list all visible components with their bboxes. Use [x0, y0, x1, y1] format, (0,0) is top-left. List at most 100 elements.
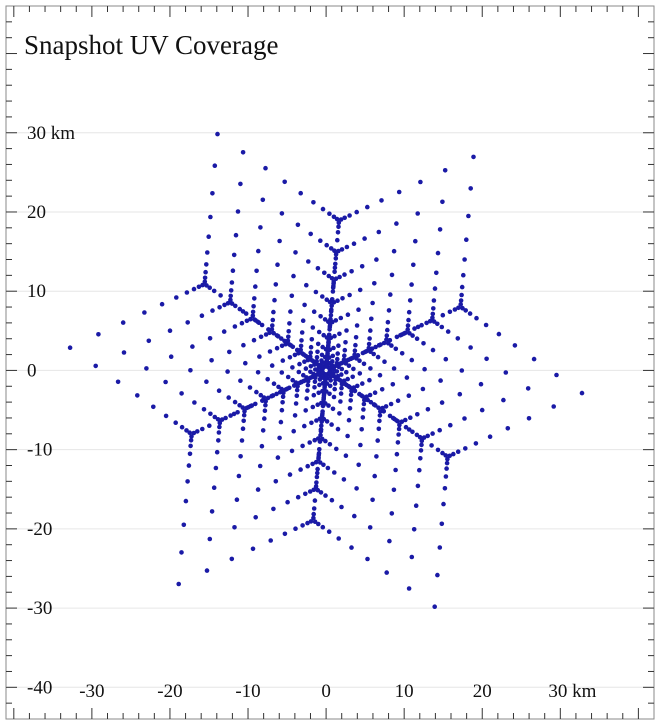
uv-point — [96, 332, 101, 337]
uv-point — [439, 521, 445, 527]
uv-point — [318, 427, 324, 432]
uv-point — [415, 483, 421, 489]
uv-point — [337, 331, 342, 337]
uv-point — [307, 356, 313, 362]
uv-point — [242, 409, 247, 414]
uv-point — [384, 333, 390, 338]
uv-point — [207, 423, 212, 429]
uv-point — [226, 395, 231, 400]
uv-point — [432, 604, 438, 609]
uv-point — [387, 338, 393, 343]
uv-point — [315, 266, 321, 271]
uv-point — [328, 378, 334, 383]
uv-point — [335, 426, 341, 432]
uv-point — [479, 407, 485, 413]
uv-point — [223, 415, 228, 421]
uv-point — [279, 211, 285, 216]
uv-point — [308, 350, 314, 356]
uv-point — [299, 338, 304, 343]
uv-point — [444, 460, 450, 466]
uv-point — [287, 472, 293, 477]
uv-point — [231, 411, 237, 417]
uv-point — [349, 386, 355, 391]
uv-point — [512, 343, 518, 348]
uv-point — [381, 340, 387, 346]
uv-point — [241, 418, 246, 424]
uv-point — [361, 407, 366, 412]
uv-point — [184, 290, 190, 295]
uv-point — [238, 181, 243, 187]
uv-point — [343, 381, 348, 387]
uv-point — [391, 487, 397, 493]
uv-point — [311, 392, 317, 398]
uv-point — [319, 358, 324, 363]
uv-point — [401, 331, 407, 336]
uv-point — [345, 312, 351, 318]
uv-point — [367, 392, 373, 398]
uv-point — [463, 446, 468, 451]
uv-point — [321, 332, 327, 338]
uv-point — [417, 467, 422, 473]
uv-point — [451, 451, 456, 457]
uv-point — [271, 381, 277, 387]
uv-point — [240, 405, 246, 410]
uv-point — [338, 391, 344, 396]
uv-point — [318, 238, 323, 243]
uv-point — [359, 393, 364, 398]
uv-point — [228, 413, 233, 418]
uv-point — [304, 354, 310, 360]
uv-point — [373, 344, 378, 350]
uv-point — [331, 394, 337, 400]
uv-point — [282, 338, 287, 344]
uv-point — [437, 545, 443, 550]
uv-point — [525, 386, 531, 391]
uv-point — [305, 520, 310, 526]
uv-point — [163, 413, 169, 419]
uv-point — [286, 334, 291, 340]
uv-point — [391, 248, 397, 254]
uv-point — [298, 343, 304, 349]
uv-point — [329, 276, 335, 281]
uv-point — [275, 455, 281, 460]
uv-point — [316, 390, 322, 396]
uv-point — [291, 428, 297, 434]
uv-point — [445, 456, 450, 462]
uv-point — [292, 352, 298, 358]
uv-point — [196, 284, 202, 290]
uv-point — [338, 315, 344, 321]
uv-point — [256, 320, 262, 326]
uv-point — [241, 342, 246, 348]
uv-point — [376, 426, 382, 432]
uv-point — [142, 310, 147, 315]
uv-point — [179, 424, 185, 430]
uv-point — [311, 359, 316, 364]
uv-point — [331, 214, 337, 220]
uv-point — [385, 327, 390, 333]
uv-point — [459, 368, 465, 373]
uv-point — [250, 309, 256, 315]
uv-point — [326, 340, 331, 346]
uv-point — [413, 238, 418, 244]
uv-point — [503, 370, 509, 375]
uv-point — [294, 387, 300, 393]
uv-point — [337, 361, 343, 367]
uv-point — [267, 349, 273, 354]
uv-point — [346, 384, 351, 389]
uv-point — [318, 314, 323, 319]
uv-point — [232, 399, 238, 405]
uv-point — [270, 393, 276, 398]
uv-point — [191, 286, 197, 292]
uv-point — [184, 428, 189, 433]
uv-point — [344, 244, 350, 250]
y-tick-label: 0 — [27, 360, 37, 381]
uv-point — [456, 305, 461, 311]
uv-point — [434, 270, 439, 276]
uv-point — [406, 586, 412, 591]
uv-point — [329, 422, 334, 427]
uv-point — [361, 401, 367, 407]
uv-point — [406, 393, 412, 399]
uv-point — [252, 296, 257, 301]
uv-point — [334, 363, 340, 368]
uv-point — [377, 372, 383, 378]
uv-point — [115, 379, 121, 385]
